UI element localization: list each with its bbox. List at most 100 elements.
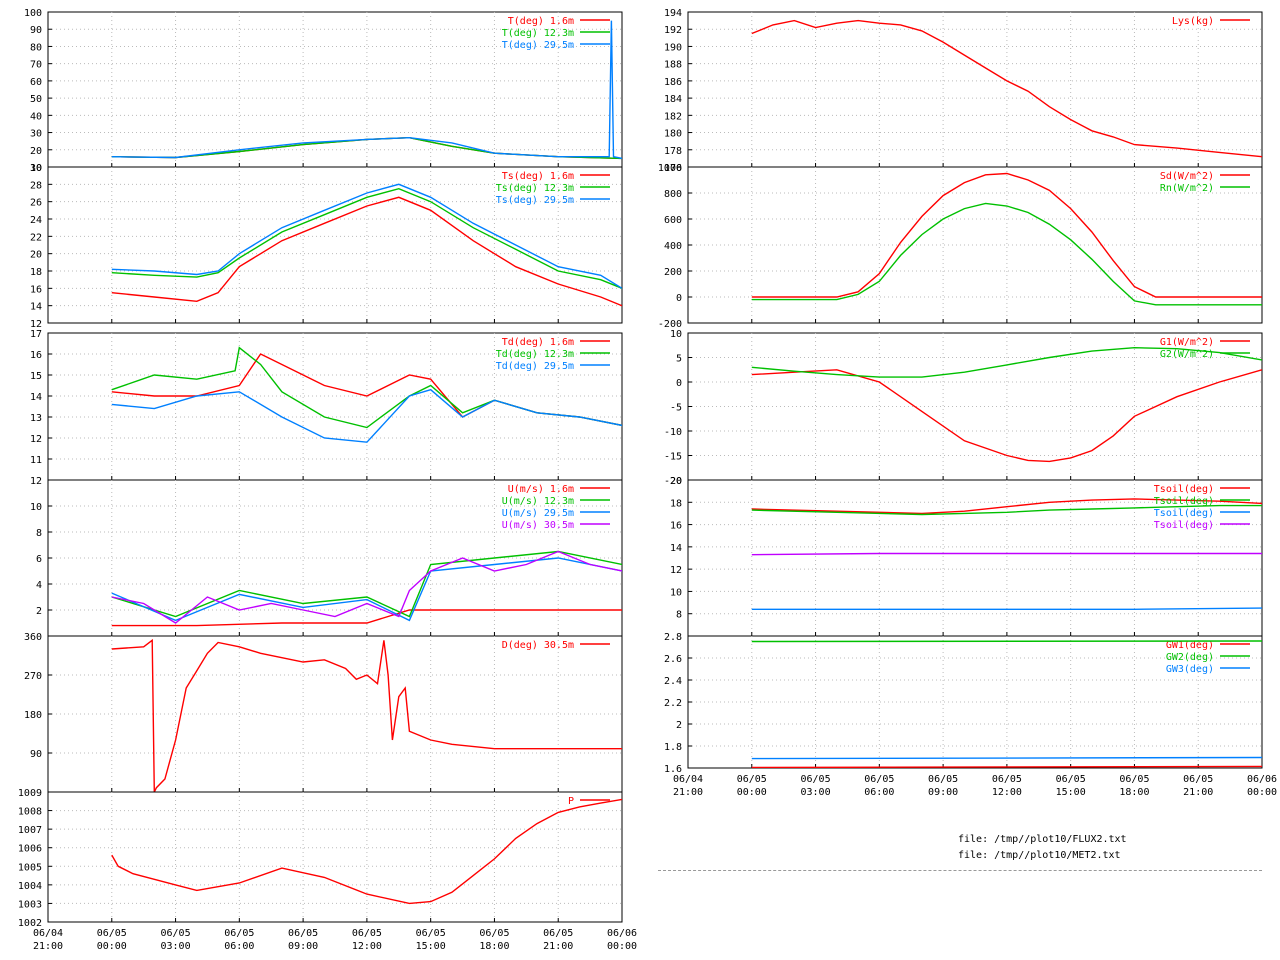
y-tick-label: 12 (670, 565, 682, 576)
legend-label: T(deg) 12.3m (502, 28, 574, 39)
series-line-U-0 (111, 609, 622, 627)
legend-label: G1(W/m^2) (1160, 337, 1214, 348)
y-tick-label: 182 (664, 111, 682, 122)
y-tick-label: 22 (30, 232, 42, 243)
series-line-GW-1 (751, 640, 1262, 643)
y-tick-label: 70 (30, 60, 42, 71)
x-tick-time: 15:00 (416, 941, 446, 952)
y-tick-label: 15 (30, 371, 42, 382)
y-tick-label: 18 (670, 498, 682, 509)
x-tick-date: 06/05 (737, 774, 767, 785)
y-tick-label: 2.6 (664, 654, 682, 665)
x-tick-date: 06/05 (1119, 774, 1149, 785)
legend-label: Td(deg) 1.6m (502, 337, 574, 348)
y-tick-label: 24 (30, 215, 42, 226)
legend-label: U(m/s) 30.5m (502, 520, 574, 531)
y-tick-label: 188 (664, 60, 682, 71)
y-tick-label: 20 (670, 476, 682, 487)
y-tick-label: 14 (670, 543, 682, 554)
y-tick-label: 8 (676, 610, 682, 621)
x-tick-date: 06/05 (801, 774, 831, 785)
legend-label: Rn(W/m^2) (1160, 183, 1214, 194)
y-tick-label: 16 (30, 350, 42, 361)
legend-label: U(m/s) 1.6m (508, 484, 574, 495)
legend-label: Td(deg) 29.5m (496, 361, 574, 372)
y-tick-label: -15 (664, 452, 682, 463)
y-tick-label: 1000 (658, 163, 682, 174)
panel-frame (47, 791, 623, 923)
y-tick-label: 100 (24, 8, 42, 19)
y-tick-label: 14 (30, 302, 42, 313)
chart-panel-U: 2 4 6 8 10 12 U(m/s) 1.6mU(m/s) 12.3mU(m/s) 29… (30, 476, 623, 637)
y-tick-label: 50 (30, 94, 42, 105)
legend-label: Ts(deg) 12.3m (496, 183, 574, 194)
chart-panel-Sd: -200 0 200 400 600 800 1000 Sd(W/m^2)Rn(W/m^2) (658, 163, 1263, 330)
x-tick-date: 06/05 (352, 928, 382, 939)
x-tick-date: 06/05 (928, 774, 958, 785)
y-tick-label: 1006 (18, 844, 42, 855)
y-tick-label: 30 (30, 163, 42, 174)
x-tick-date: 06/06 (1247, 774, 1277, 785)
x-tick-time: 18:00 (479, 941, 509, 952)
chart-panel-G: -20 -15 -10 -5 0 5 10 G1(W/m^2)G2(W/m^2) (664, 329, 1263, 487)
x-tick-date: 06/05 (1183, 774, 1213, 785)
x-tick-time: 00:00 (97, 941, 127, 952)
y-tick-label: 1003 (18, 899, 42, 910)
series-line-U-3 (111, 550, 622, 624)
legend-label: GW3(deg) (1166, 664, 1214, 675)
x-tick-date: 06/05 (224, 928, 254, 939)
y-tick-label: 40 (30, 111, 42, 122)
footnote-flux-file: file: /tmp//plot10/FLUX2.txt (958, 834, 1127, 845)
y-tick-label: 30 (30, 129, 42, 140)
x-tick-time: 06:00 (864, 787, 894, 798)
legend-label: Ts(deg) 1.6m (502, 171, 574, 182)
y-tick-label: 20 (30, 250, 42, 261)
legend-label: Tsoil(deg) (1154, 484, 1214, 495)
x-tick-date: 06/06 (607, 928, 637, 939)
y-tick-label: 6 (36, 554, 42, 565)
legend-label: Ts(deg) 29.5m (496, 195, 574, 206)
series-line-GW-0 (751, 765, 1262, 768)
y-tick-label: 8 (36, 528, 42, 539)
y-tick-label: 10 (30, 163, 42, 174)
y-tick-label: 16 (670, 521, 682, 532)
y-tick-label: 20 (30, 146, 42, 157)
y-tick-label: 12 (30, 434, 42, 445)
x-tick-time: 21:00 (33, 941, 63, 952)
series-line-Tsoil-1 (751, 504, 1262, 516)
y-tick-label: 180 (24, 710, 42, 721)
y-tick-label: 90 (30, 749, 42, 760)
x-tick-time: 06:00 (224, 941, 254, 952)
legend-label: U(m/s) 29.5m (502, 508, 574, 519)
y-tick-label: 1009 (18, 788, 42, 799)
series-line-D-0 (111, 638, 622, 792)
x-tick-time: 21:00 (673, 787, 703, 798)
x-tick-time: 03:00 (161, 941, 191, 952)
series-line-Tsoil-3 (751, 552, 1262, 556)
series-line-U-1 (111, 550, 622, 618)
y-tick-label: 14 (30, 392, 42, 403)
chart-panel-P: 1002 1003 1004 1005 1006 1007 1008 1009 P 06/04 21… (18, 788, 637, 952)
x-tick-time: 00:00 (1247, 787, 1277, 798)
separator-line (658, 870, 1262, 871)
series-line-Sd-0 (751, 172, 1262, 298)
x-tick-time: 00:00 (607, 941, 637, 952)
y-tick-label: 5 (676, 354, 682, 365)
x-tick-date: 06/05 (479, 928, 509, 939)
legend-label: GW1(deg) (1166, 640, 1214, 651)
x-tick-date: 06/05 (1056, 774, 1086, 785)
series-line-Ts-0 (111, 196, 622, 307)
x-tick-date: 06/04 (673, 774, 703, 785)
y-tick-label: -10 (664, 427, 682, 438)
y-tick-label: 90 (30, 25, 42, 36)
y-tick-label: 60 (30, 77, 42, 88)
y-tick-label: 1.6 (664, 764, 682, 775)
x-tick-time: 21:00 (543, 941, 573, 952)
legend-label: G2(W/m^2) (1160, 349, 1214, 360)
x-tick-time: 09:00 (928, 787, 958, 798)
y-tick-label: 2.2 (664, 698, 682, 709)
series-line-T-2 (111, 20, 622, 160)
x-tick-date: 06/05 (864, 774, 894, 785)
y-tick-label: 186 (664, 77, 682, 88)
